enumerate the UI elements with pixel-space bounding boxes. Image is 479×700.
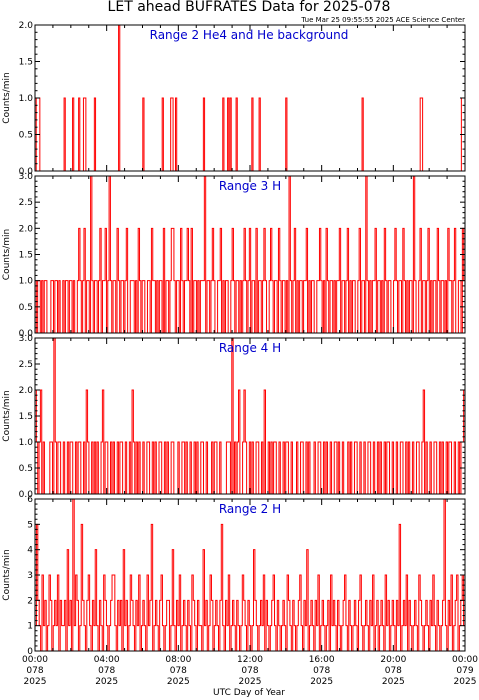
x-axis-labels: 00:00078202504:00078202508:00078202512:0… xyxy=(22,655,478,687)
y-tick-label: 1.5 xyxy=(19,58,33,68)
panel-label: Range 2 He4 and He background xyxy=(150,28,349,42)
x-tick-label-year: 2025 xyxy=(95,677,118,687)
x-tick-label-time: 00:00 xyxy=(452,655,478,665)
y-axis-title: Counts/min xyxy=(2,72,12,123)
x-tick-label-year: 2025 xyxy=(454,677,477,687)
x-tick-label-year: 2025 xyxy=(239,677,262,687)
panel-label: Range 3 H xyxy=(219,179,281,193)
y-tick-label: 2.0 xyxy=(19,21,34,31)
x-tick-label-day: 078 xyxy=(313,666,330,676)
timestamp-label: Tue Mar 25 09:55:55 2025 ACE Science Cen… xyxy=(300,16,465,24)
y-tick-label: 2.0 xyxy=(19,224,34,234)
x-tick-label-time: 16:00 xyxy=(309,655,335,665)
y-axis-title: Counts/min xyxy=(2,390,12,441)
y-tick-label: 3.0 xyxy=(19,334,34,344)
x-tick-label-time: 08:00 xyxy=(165,655,191,665)
y-tick-label: 2.5 xyxy=(19,360,33,370)
x-tick-label-day: 078 xyxy=(170,666,187,676)
y-tick-label: 2 xyxy=(27,596,33,606)
x-axis-title: UTC Day of Year xyxy=(213,688,285,698)
panel-frame xyxy=(34,24,466,172)
chart-title: LET ahead BUFRATES Data for 2025-078 xyxy=(108,0,391,15)
panel-3: 0.0 0.5 1.0 1.5 2.0 2.5 3.0 Counts/min Range 4 H xyxy=(2,334,466,500)
y-tick-label: 2.0 xyxy=(19,386,34,396)
x-tick-label-year: 2025 xyxy=(382,677,405,687)
x-tick-label-year: 2025 xyxy=(24,677,47,687)
y-tick-label: 0.0 xyxy=(19,329,34,339)
x-tick-label-day: 078 xyxy=(241,666,258,676)
panel-2: 0.0 0.5 1.0 1.5 2.0 2.5 3.0 Counts/min Range 3 H xyxy=(2,172,466,339)
y-tick-label: 5 xyxy=(27,520,33,530)
x-tick-label-day: 078 xyxy=(385,666,402,676)
series-line-panel-2 xyxy=(35,175,465,334)
y-tick-label: 3.0 xyxy=(19,172,34,182)
x-tick-label-time: 12:00 xyxy=(237,655,263,665)
y-axis-title: Counts/min xyxy=(2,229,12,280)
y-tick-label: 0.0 xyxy=(19,490,34,500)
x-tick-label-time: 00:00 xyxy=(22,655,48,665)
panel-label: Range 4 H xyxy=(219,341,281,355)
panel-4: 0 1 2 3 4 5 6 Counts/min Range 2 H xyxy=(2,495,466,657)
y-tick-label: 1.0 xyxy=(19,277,34,287)
x-tick-label-day: 078 xyxy=(98,666,115,676)
y-tick-label: 1.0 xyxy=(19,94,34,104)
y-tick-label: 0.5 xyxy=(19,131,33,141)
x-tick-label-time: 04:00 xyxy=(94,655,120,665)
y-tick-label: 0.5 xyxy=(19,464,33,474)
panel-label: Range 2 H xyxy=(219,502,281,516)
y-axis-title: Counts/min xyxy=(2,549,12,600)
y-tick-label: 6 xyxy=(27,495,33,505)
panel-1: 0.0 0.5 1.0 1.5 2.0 Counts/min Range 2 He4 and… xyxy=(2,21,466,177)
y-tick-label: 0.5 xyxy=(19,303,33,313)
panels: 0.0 0.5 1.0 1.5 2.0 Counts/min Range 2 He4 and… xyxy=(2,21,466,657)
x-tick-label-time: 20:00 xyxy=(380,655,406,665)
y-tick-label: 1.5 xyxy=(19,251,33,261)
series-line-panel-4 xyxy=(35,498,465,652)
y-tick-label: 1.5 xyxy=(19,412,33,422)
x-tick-label-day: 078 xyxy=(26,666,43,676)
series-line-panel-3 xyxy=(35,337,465,495)
y-tick-label: 3 xyxy=(27,571,33,581)
x-tick-label-day: 079 xyxy=(456,666,473,676)
y-tick-label: 4 xyxy=(27,546,33,556)
y-tick-label: 2.5 xyxy=(19,198,33,208)
y-tick-label: 1.0 xyxy=(19,438,34,448)
x-tick-label-year: 2025 xyxy=(310,677,333,687)
y-tick-label: 0.0 xyxy=(19,167,34,177)
y-tick-label: 1 xyxy=(27,622,33,632)
y-tick-label: 0 xyxy=(27,647,33,657)
series-line-panel-1 xyxy=(35,24,465,172)
x-tick-label-year: 2025 xyxy=(167,677,190,687)
